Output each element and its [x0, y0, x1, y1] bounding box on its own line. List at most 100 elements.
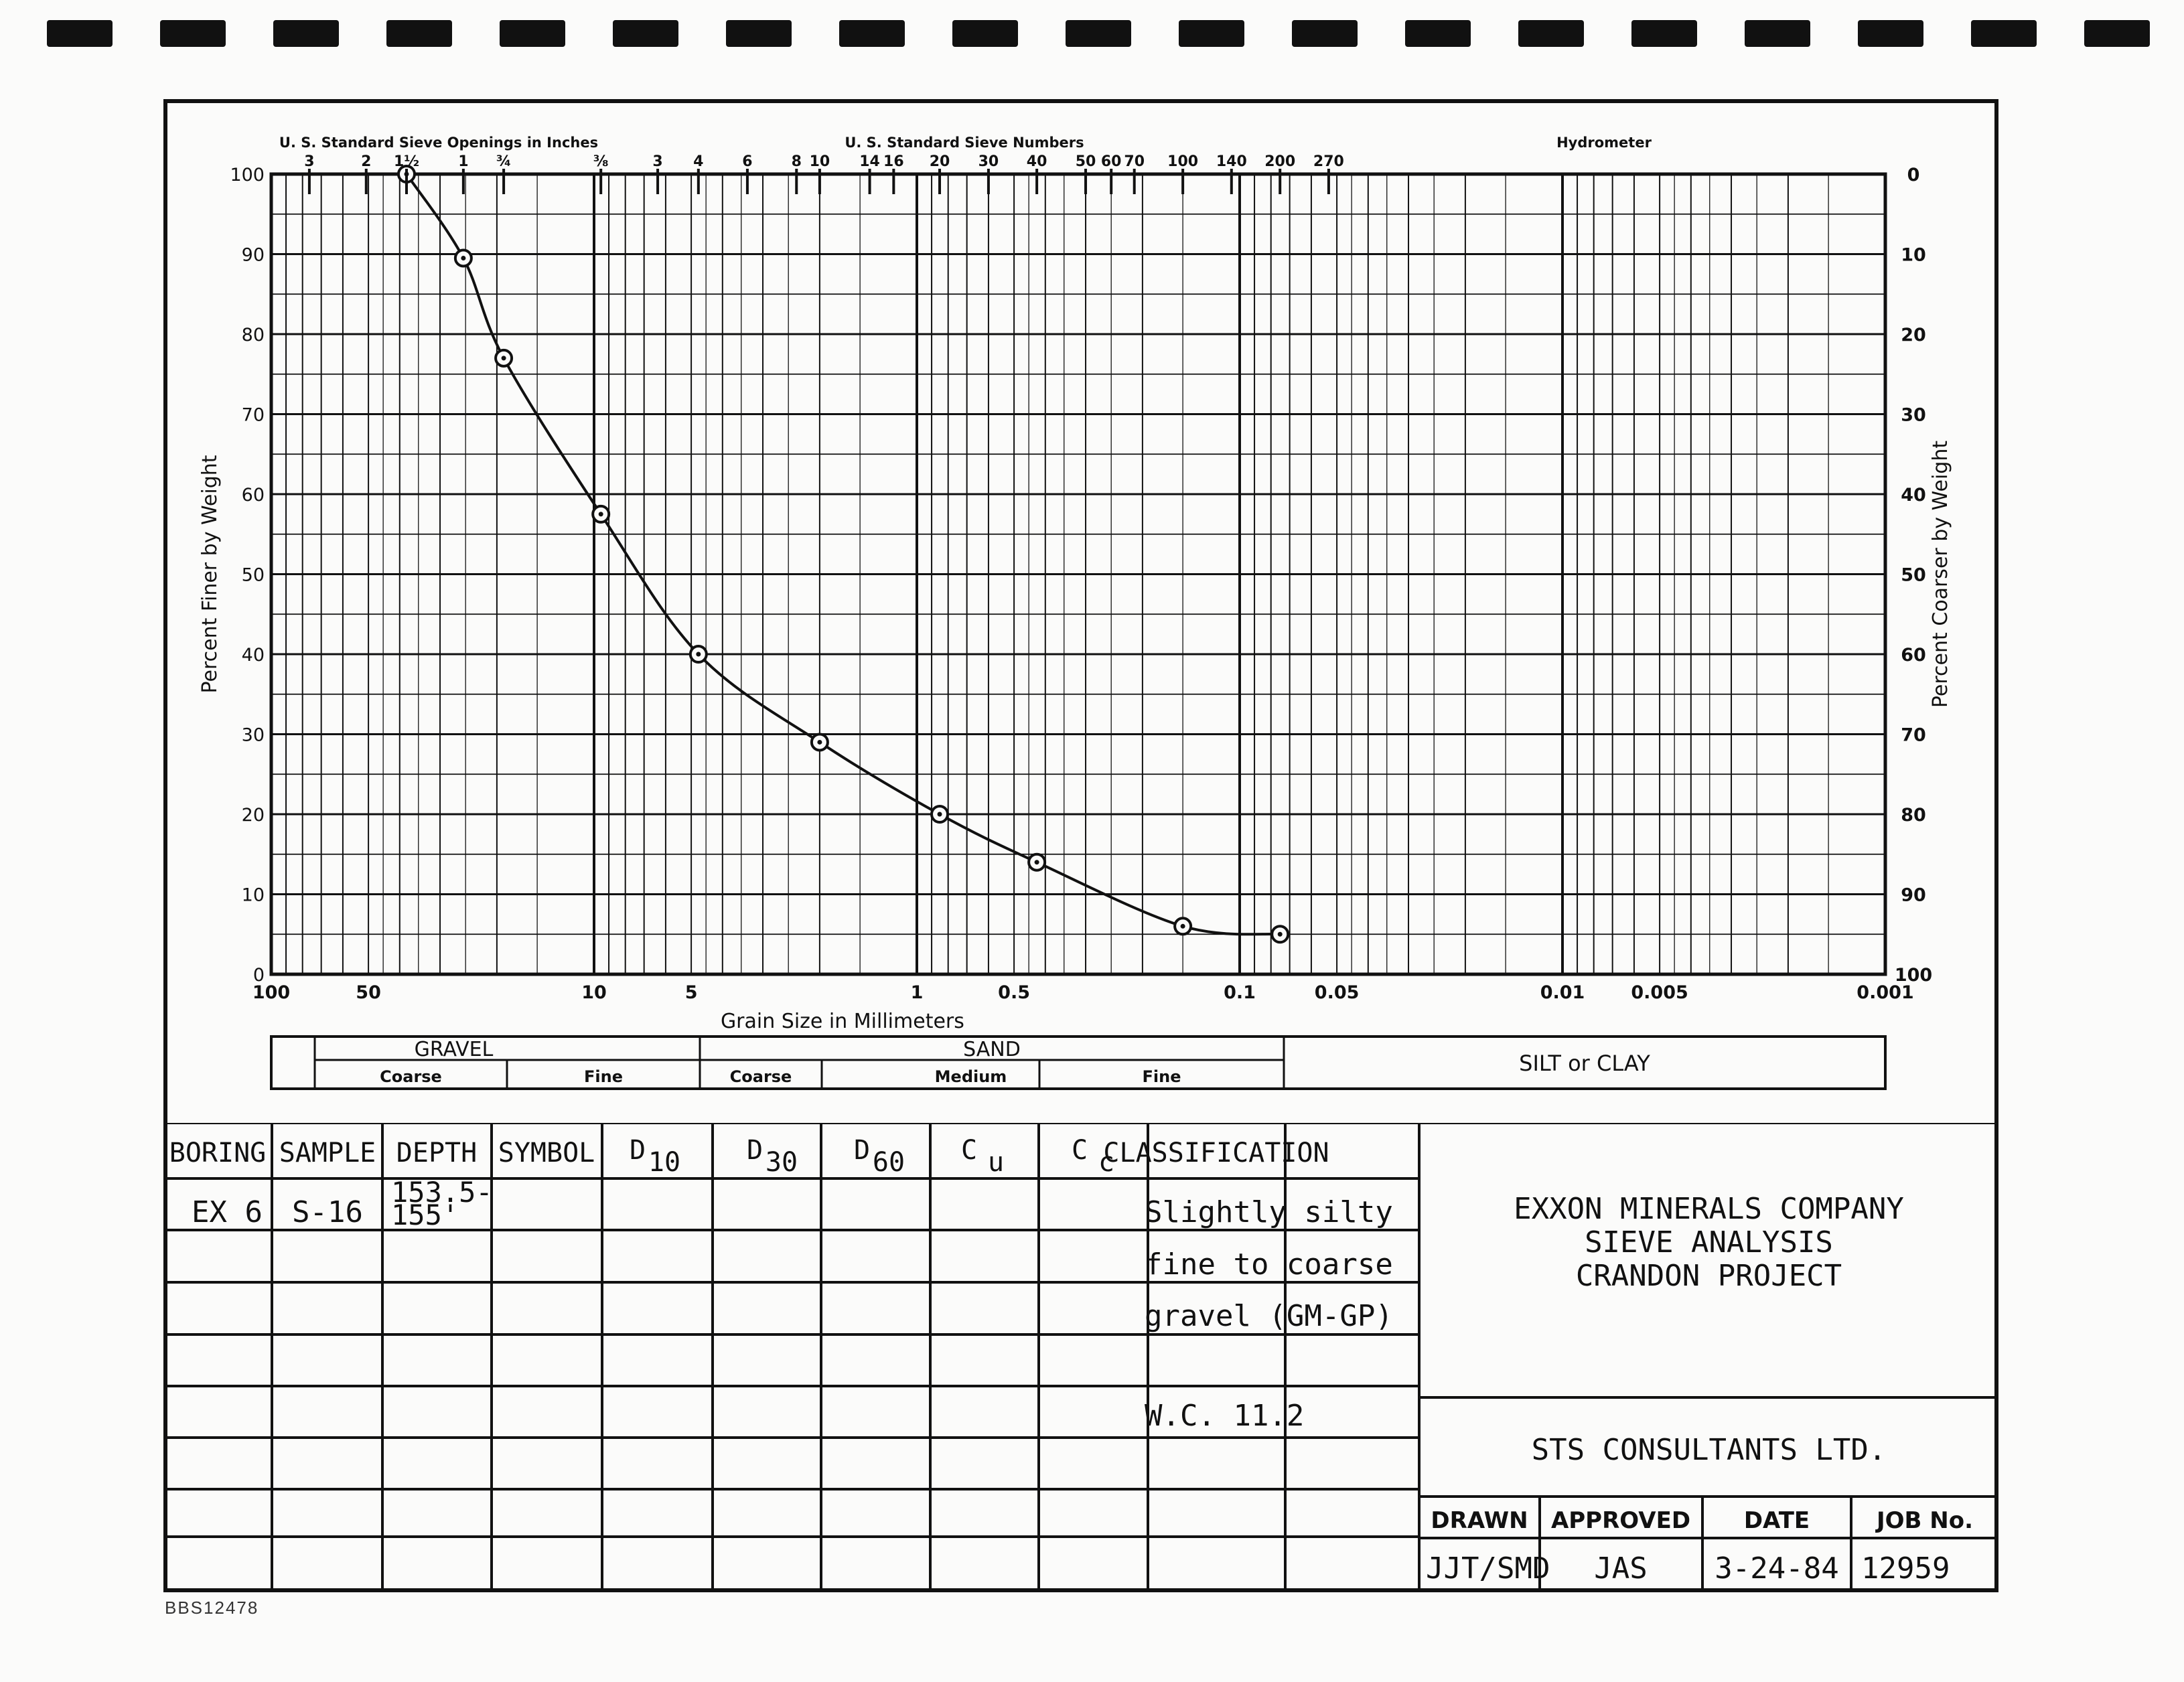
chart-grid — [269, 172, 1887, 976]
title-consultant: STS CONSULTANTS LTD. — [1532, 1433, 1887, 1467]
y-tick-label-right: 70 — [1901, 725, 1926, 746]
y-tick-label: 90 — [242, 245, 265, 266]
y-tick-label: 70 — [242, 405, 265, 426]
gradation-curve — [405, 173, 1281, 936]
header-classification: CLASSIFICATION — [1103, 1138, 1329, 1168]
band-sand-coarse-label: Coarse — [730, 1067, 792, 1086]
y-tick-label-right: 10 — [1901, 245, 1926, 266]
cell-classification-line: gravel (GM-GP) — [1145, 1299, 1393, 1333]
perforation-mark — [1292, 20, 1358, 47]
y-tick-label-right: 80 — [1901, 805, 1926, 826]
x-tick-label: 0.001 — [1857, 982, 1913, 1003]
y-tick-label-right: 100 — [1895, 965, 1932, 986]
x-tick-label: 10 — [581, 982, 607, 1003]
perforation-mark — [1745, 20, 1810, 47]
header-sample: SAMPLE — [279, 1138, 376, 1168]
y-tick-label-right: 20 — [1901, 325, 1926, 346]
cell-sample: S-16 — [292, 1195, 363, 1229]
x-tick-label: 5 — [685, 982, 698, 1003]
sieve-number-label: 10 — [810, 153, 830, 170]
sieve-number-label: 270 — [1313, 153, 1344, 170]
band-sand-label: SAND — [963, 1038, 1021, 1061]
sieve-number-label: 8 — [792, 153, 802, 170]
y-tick-label: 60 — [242, 485, 265, 506]
label-date: DATE — [1744, 1507, 1810, 1534]
sieve-number-label: 16 — [883, 153, 904, 170]
x-tick-label: 0.005 — [1631, 982, 1688, 1003]
header-d60-subscript: 60 — [873, 1147, 905, 1178]
y-tick-label-right: 0 — [1907, 165, 1920, 185]
perforation-mark — [952, 20, 1018, 47]
y-axis-label-right: Percent Coarser by Weight — [1929, 441, 1952, 708]
perforation-mark — [500, 20, 565, 47]
perforation-mark — [726, 20, 792, 47]
data-point-center — [937, 812, 942, 817]
x-tick-label: 100 — [252, 982, 290, 1003]
sieve-inch-label: ⅜ — [593, 153, 609, 170]
header-cu-subscript: u — [988, 1147, 1004, 1178]
perforation-mark — [1631, 20, 1697, 47]
sieve-number-label: 50 — [1076, 153, 1096, 170]
title-project: CRANDON PROJECT — [1576, 1259, 1842, 1293]
sieve-number-label: 200 — [1264, 153, 1295, 170]
drawing-frame — [163, 99, 1998, 1592]
perforation-strip — [47, 20, 2150, 47]
y-tick-label-right: 40 — [1901, 485, 1926, 506]
cell-classification-line: fine to coarse — [1145, 1247, 1393, 1282]
y-tick-label: 50 — [242, 565, 265, 586]
y-tick-label-right: 30 — [1901, 405, 1926, 426]
band-gravel-label: GRAVEL — [415, 1038, 494, 1061]
band-gravel-fine-label: Fine — [584, 1067, 623, 1086]
value-date: 3-24-84 — [1715, 1551, 1838, 1586]
header-cc: C — [1072, 1135, 1088, 1166]
x-tick-label: 0.1 — [1224, 982, 1256, 1003]
sieve-number-label: 30 — [978, 153, 999, 170]
sieve-inch-label: ¾ — [496, 153, 512, 170]
perforation-mark — [1405, 20, 1471, 47]
band-outline — [270, 1035, 1887, 1090]
y-tick-label: 30 — [242, 725, 265, 746]
header-d10: D — [630, 1135, 646, 1166]
perforation-mark — [613, 20, 678, 47]
perforation-mark — [160, 20, 226, 47]
header-boring: BORING — [169, 1138, 267, 1168]
top-axis-hydrometer-title: Hydrometer — [1556, 135, 1652, 151]
band-gravel-coarse-label: Coarse — [380, 1067, 442, 1086]
cell-boring: EX 6 — [192, 1195, 263, 1229]
sieve-inch-label: 1 — [458, 153, 468, 170]
y-tick-label: 10 — [242, 885, 265, 906]
soil-classification-band: GRAVEL SAND Coarse Fine Coarse Medium Fine SILT… — [270, 1035, 1887, 1090]
value-drawn: JJT/SMD — [1426, 1551, 1550, 1586]
sieve-number-label: 20 — [930, 153, 950, 170]
cell-depth-line2: 155' — [391, 1199, 459, 1231]
drawing-reference-number: BBS12478 — [165, 1598, 259, 1618]
data-point-center — [461, 255, 466, 260]
header-d60: D — [854, 1135, 870, 1166]
band-silt-clay-label: SILT or CLAY — [1519, 1051, 1650, 1076]
data-point-center — [598, 512, 603, 517]
data-point-center — [501, 356, 506, 361]
header-cu: C — [961, 1135, 977, 1166]
sieve-inch-label: 2 — [361, 153, 371, 170]
data-point-center — [1034, 860, 1039, 865]
y-tick-label-right: 60 — [1901, 645, 1926, 666]
perforation-mark — [839, 20, 905, 47]
header-d30-subscript: 30 — [766, 1147, 798, 1178]
perforation-mark — [1179, 20, 1244, 47]
header-d10-subscript: 10 — [648, 1147, 680, 1178]
sieve-number-label: 3 — [652, 153, 662, 170]
title-report: SIEVE ANALYSIS — [1585, 1225, 1833, 1259]
y-tick-label-right: 90 — [1901, 885, 1926, 906]
gradation-line — [405, 173, 1281, 936]
x-tick-label: 0.05 — [1315, 982, 1360, 1003]
sieve-number-label: 6 — [742, 153, 752, 170]
perforation-mark — [386, 20, 452, 47]
header-depth: DEPTH — [396, 1138, 477, 1168]
value-approved: JAS — [1594, 1551, 1647, 1586]
band-sand-fine-label: Fine — [1143, 1067, 1181, 1086]
y-tick-label: 100 — [230, 165, 265, 185]
header-d30: D — [747, 1135, 763, 1166]
